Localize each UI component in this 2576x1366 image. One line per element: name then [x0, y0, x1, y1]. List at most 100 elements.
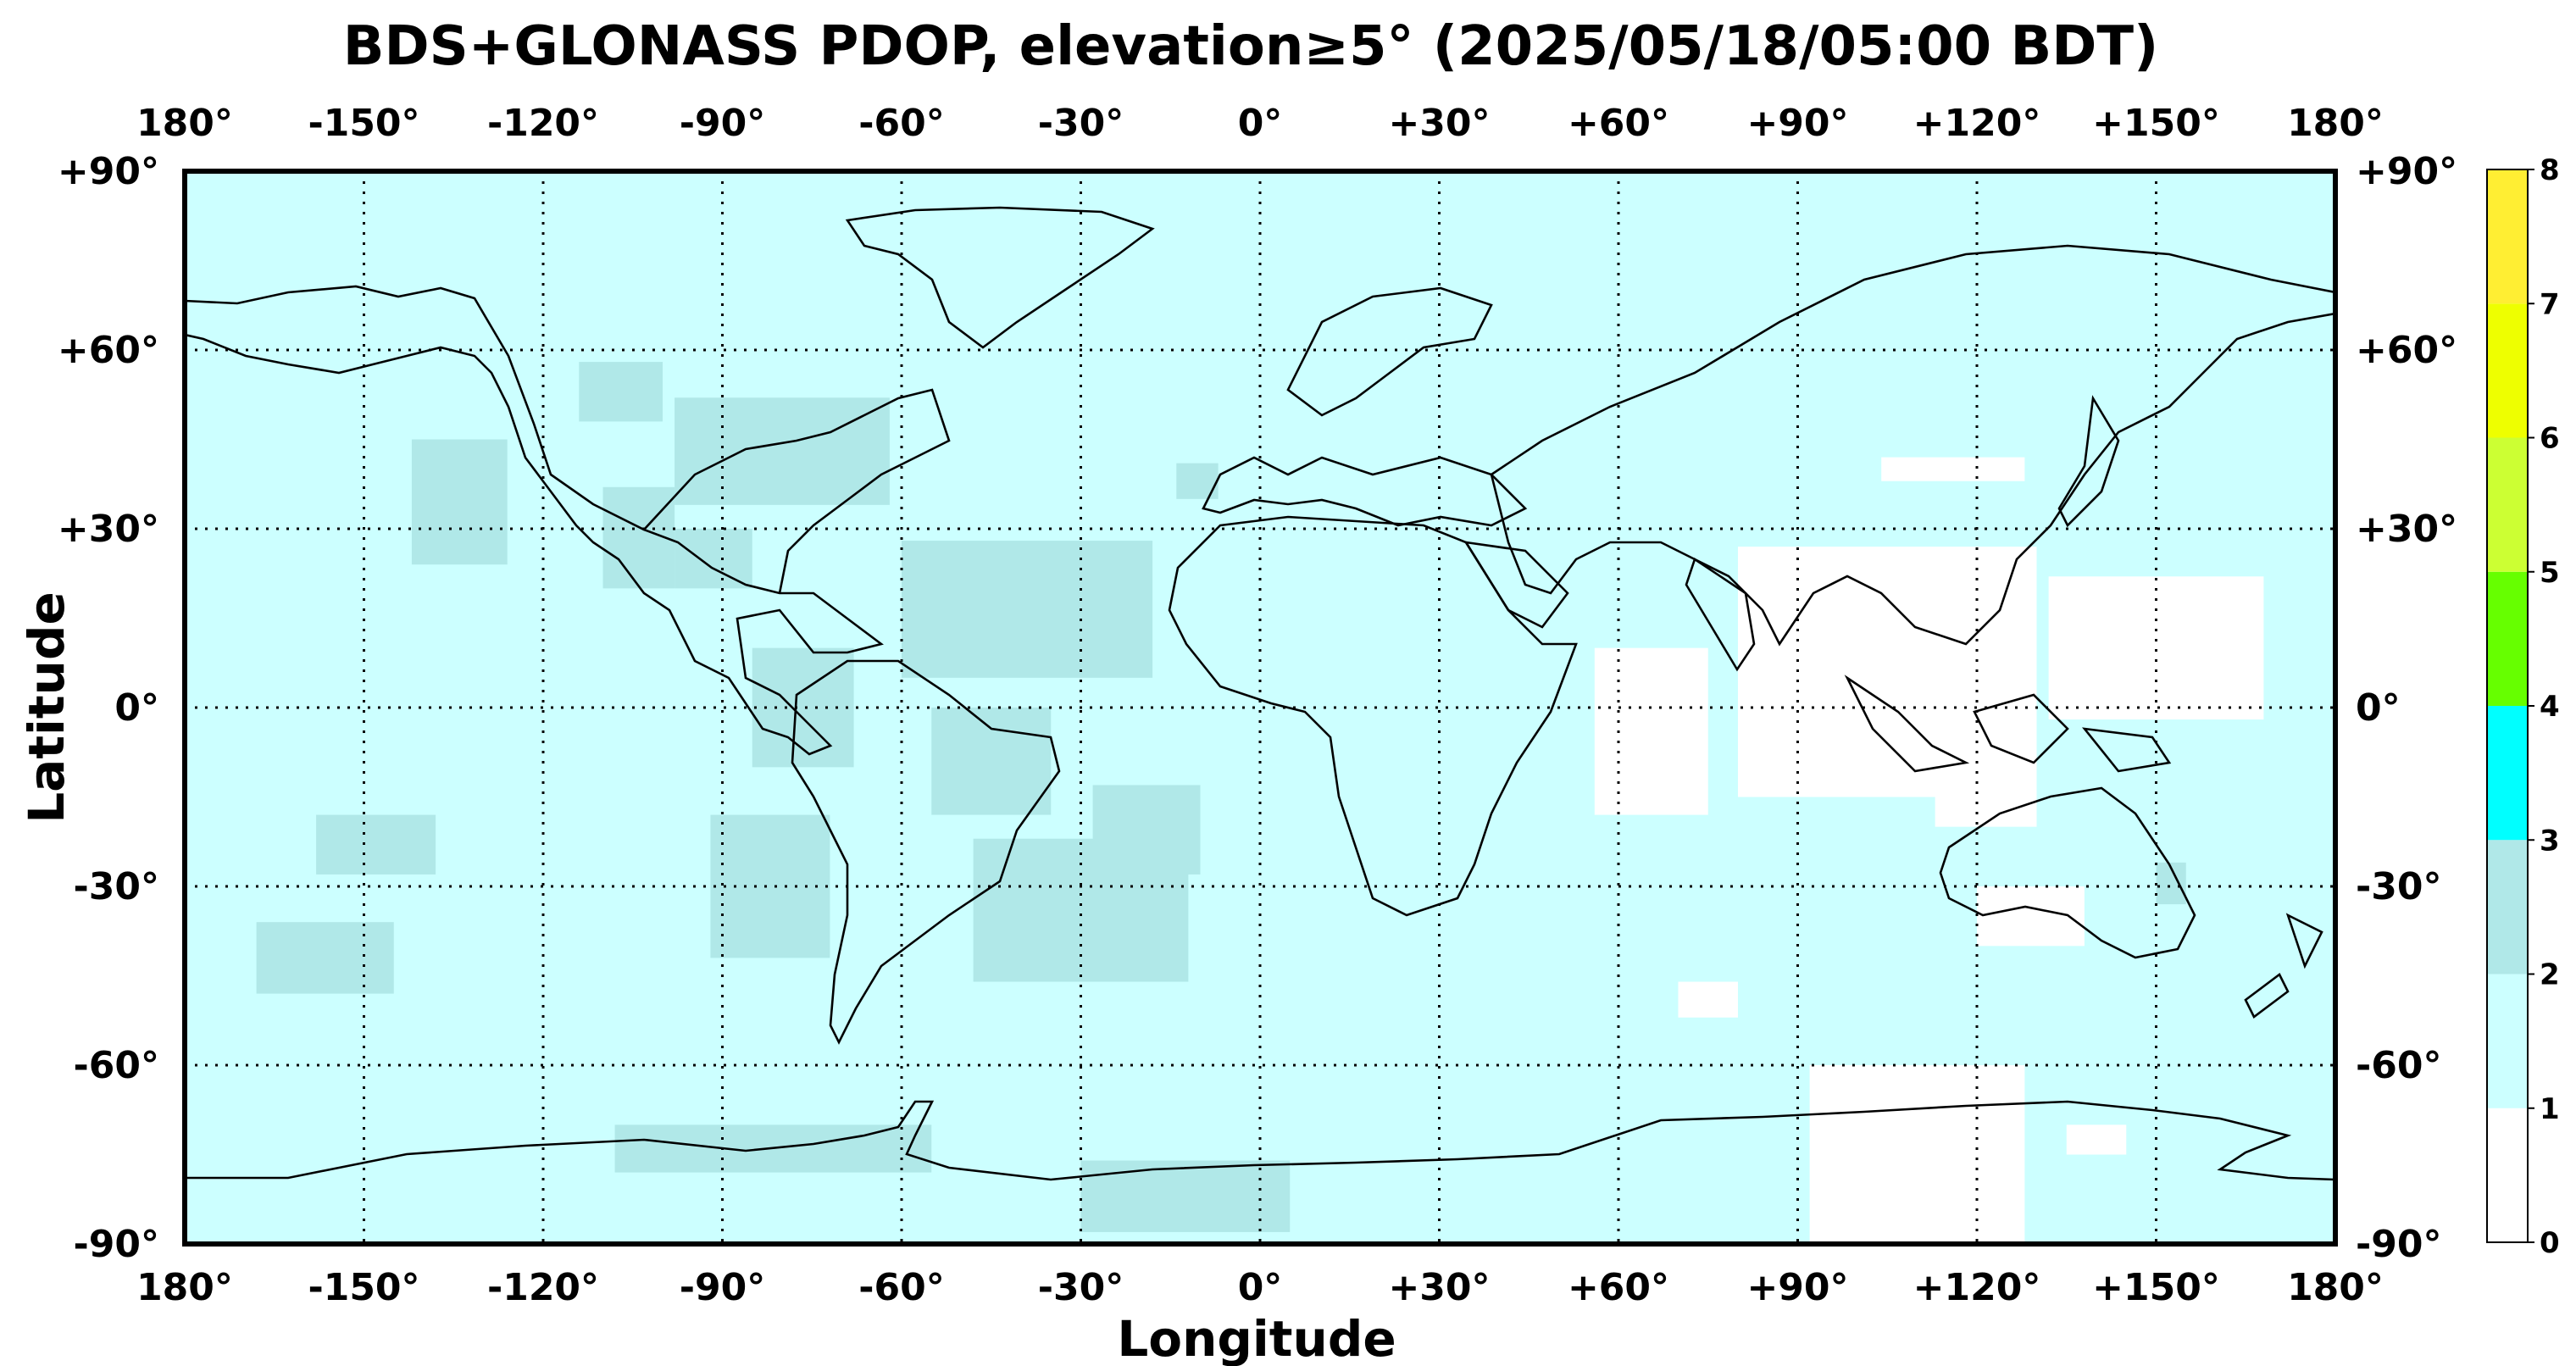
coastline-antarctica: [185, 1100, 2335, 1181]
coastline-japan: [2057, 395, 2120, 528]
longitude-ticks-top: 180° -150° -120° -90° -60° -30° 0° +30° +60° +90°…: [136, 102, 2384, 145]
colorbar-label: 1: [2540, 1092, 2560, 1126]
pdop-region-18: [1738, 547, 2037, 797]
lon-tick-top: -120°: [487, 102, 599, 145]
lon-tick-bottom: 0°: [1238, 1266, 1283, 1309]
colorbar-bin-5: [2487, 437, 2528, 572]
pdop-region-14: [1080, 1160, 1291, 1232]
pdop-region-8: [710, 814, 830, 958]
pdop-region-4: [675, 529, 752, 589]
lat-tick-right: 0°: [2356, 686, 2401, 730]
lon-tick-bottom: +60°: [1568, 1266, 1669, 1309]
coastline-indonesia: [1844, 675, 2172, 773]
lon-tick-top: +150°: [2092, 102, 2220, 145]
colorbar: 0 1 2 3 4 5 6 7 8: [2486, 153, 2560, 1260]
coastline-north-america-east: [643, 388, 951, 594]
plot-frame: [182, 169, 2338, 1247]
coastline-scandinavia: [1286, 286, 1493, 417]
pdop-region-24: [1977, 886, 2085, 947]
colorbar-label: 4: [2540, 690, 2560, 724]
coastline-new-zealand: [2244, 913, 2323, 1019]
coastline-south-america: [791, 659, 1061, 1045]
lon-tick-bottom: +30°: [1388, 1266, 1490, 1309]
pdop-region-22: [1809, 1065, 2025, 1244]
pdop-region-25: [1678, 981, 1738, 1018]
pdop-heatmap: [185, 171, 2335, 1244]
lat-tick-left: +60°: [58, 329, 159, 372]
latitude-ticks-left: +90° +60° +30° 0° -30° -60° -90°: [58, 150, 159, 1266]
lat-tick-right: +60°: [2356, 329, 2457, 372]
pdop-region-1: [579, 362, 663, 422]
pdop-region-19: [1935, 767, 2037, 827]
graticule: [185, 171, 2335, 1244]
latitude-ticks-right: +90° +60° +30° 0° -30° -60° -90°: [2356, 150, 2457, 1266]
lon-tick-bottom: +120°: [1913, 1266, 2041, 1309]
pdop-region-2: [675, 397, 890, 505]
colorbar-label: 8: [2540, 153, 2560, 187]
lat-tick-left: -60°: [74, 1044, 160, 1087]
y-axis-label: Latitude: [18, 591, 75, 824]
page-title: BDS+GLONASS PDOP, elevation≥5° (2025/05/…: [342, 15, 2159, 78]
lat-tick-left: -90°: [74, 1223, 160, 1266]
lon-tick-top: +60°: [1568, 102, 1669, 145]
colorbar-bin-4: [2487, 571, 2528, 706]
pdop-region-23: [2066, 1124, 2127, 1155]
lon-tick-bottom: -30°: [1038, 1266, 1124, 1309]
pdop-region-12: [256, 922, 394, 994]
colorbar-label: 7: [2540, 287, 2560, 321]
longitude-ticks-bottom: 180° -150° -120° -90° -60° -30° 0° +30° +60° +90°…: [136, 1266, 2384, 1309]
lat-tick-right: -30°: [2356, 865, 2442, 908]
lon-tick-bottom: -120°: [487, 1266, 599, 1309]
lon-tick-bottom: -150°: [308, 1266, 419, 1309]
pdop-region-17: [1594, 647, 1708, 815]
lat-tick-left: +90°: [58, 150, 159, 193]
colorbar-label: 6: [2540, 422, 2560, 456]
lon-tick-bottom: +90°: [1746, 1266, 1848, 1309]
lon-tick-bottom: 180°: [136, 1266, 233, 1309]
colorbar-bin-3: [2487, 706, 2528, 841]
coastlines: [185, 206, 2335, 1181]
colorbar-label: 5: [2540, 556, 2560, 590]
lon-tick-top: +120°: [1913, 102, 2041, 145]
coastline-europe: [1202, 456, 1528, 527]
x-axis-label: Longitude: [1117, 1310, 1396, 1366]
lat-tick-right: -60°: [2356, 1044, 2442, 1087]
lon-tick-top: -60°: [858, 102, 945, 145]
pdop-region-21: [1881, 457, 2025, 481]
lon-tick-bottom: 180°: [2287, 1266, 2384, 1309]
coastline-arabia-india: [1463, 541, 1756, 672]
colorbar-label: 2: [2540, 958, 2560, 992]
lat-tick-right: +30°: [2356, 508, 2457, 551]
colorbar-bin-0: [2487, 1108, 2528, 1242]
colorbar-label: 0: [2540, 1226, 2560, 1260]
lon-tick-top: +90°: [1746, 102, 1848, 145]
coastline-asia: [1490, 244, 2335, 647]
lat-tick-left: -30°: [74, 865, 160, 908]
lon-tick-top: -150°: [308, 102, 419, 145]
pdop-region-15: [1176, 463, 1219, 499]
colorbar-bin-6: [2487, 303, 2528, 438]
lon-tick-top: 180°: [136, 102, 233, 145]
colorbar-bin-2: [2487, 840, 2528, 975]
coastline-greenland: [845, 206, 1155, 349]
lon-tick-top: -30°: [1038, 102, 1124, 145]
lon-tick-bottom: -90°: [680, 1266, 766, 1309]
lon-tick-bottom: +150°: [2092, 1266, 2220, 1309]
lon-tick-top: 0°: [1238, 102, 1283, 145]
lon-tick-bottom: -60°: [858, 1266, 945, 1309]
pdop-region-0: [411, 439, 508, 565]
lon-tick-top: -90°: [680, 102, 766, 145]
lon-tick-top: 180°: [2287, 102, 2384, 145]
pdop-region-6: [931, 708, 1052, 815]
pdop-region-10: [1092, 785, 1201, 875]
pdop-region-5: [902, 541, 1153, 678]
colorbar-bin-7: [2487, 169, 2528, 304]
colorbar-bin-1: [2487, 974, 2528, 1108]
coastline-north-america: [185, 285, 884, 756]
lat-tick-left: +30°: [58, 508, 159, 551]
lon-tick-top: +30°: [1388, 102, 1490, 145]
lat-tick-left: 0°: [114, 686, 159, 730]
lat-tick-right: +90°: [2356, 150, 2457, 193]
pdop-region-20: [2048, 576, 2264, 720]
